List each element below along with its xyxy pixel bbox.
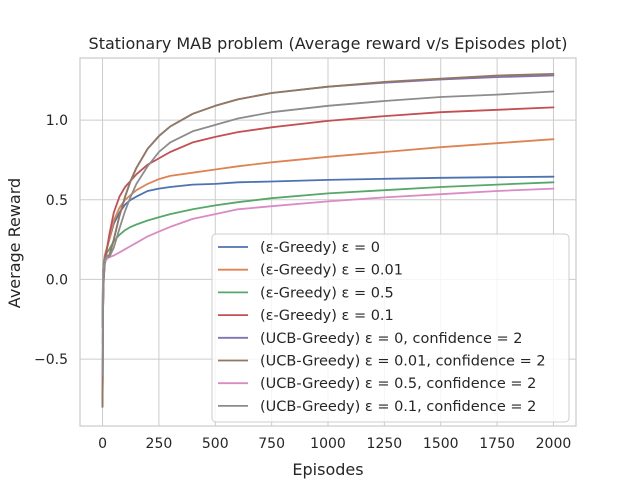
x-tick-label: 1250 — [367, 436, 403, 452]
x-tick-label: 250 — [146, 436, 173, 452]
legend-item-label: (UCB-Greedy) ε = 0.5, confidence = 2 — [260, 376, 536, 392]
legend-item-label: (UCB-Greedy) ε = 0.1, confidence = 2 — [260, 399, 536, 415]
x-axis-label: Episodes — [292, 460, 363, 479]
y-tick-label: 0.5 — [46, 193, 68, 209]
tick-labels: 0 250 500 750 1000 1250 1500 1750 2000 −0.5 0.0 0.5… — [34, 113, 571, 452]
legend-box — [211, 233, 570, 423]
legend-item-label: (UCB-Greedy) ε = 0.01, confidence = 2 — [260, 354, 546, 370]
chart-title: Stationary MAB problem (Average reward v… — [89, 34, 568, 53]
legend-item-label: (ε-Greedy) ε = 0.5 — [260, 285, 394, 301]
x-tick-label: 1000 — [310, 436, 346, 452]
x-tick-label: 750 — [258, 436, 285, 452]
plot-frame — [79, 57, 577, 427]
series-lines — [101, 73, 555, 408]
x-tick-label: 500 — [202, 436, 229, 452]
legend-item-label: (UCB-Greedy) ε = 0, confidence = 2 — [260, 331, 523, 347]
y-tick-label: 0.0 — [46, 272, 68, 288]
x-tick-label: 1500 — [423, 436, 459, 452]
legend-item-label: (ε-Greedy) ε = 0.1 — [260, 308, 394, 324]
x-tick-label: 0 — [98, 436, 107, 452]
x-tick-label: 2000 — [536, 436, 572, 452]
y-tick-label: −0.5 — [34, 352, 68, 368]
series-line-8 — [101, 90, 555, 376]
x-tick-label: 1750 — [479, 436, 515, 452]
y-axis-label: Average Reward — [5, 178, 24, 308]
legend: (ε-Greedy) ε = 0 (ε-Greedy) ε = 0.01 (ε-Gr… — [211, 233, 570, 423]
legend-item-label: (ε-Greedy) ε = 0 — [260, 240, 380, 256]
legend-item-label: (ε-Greedy) ε = 0.01 — [260, 263, 403, 279]
y-tick-label: 1.0 — [46, 113, 68, 129]
